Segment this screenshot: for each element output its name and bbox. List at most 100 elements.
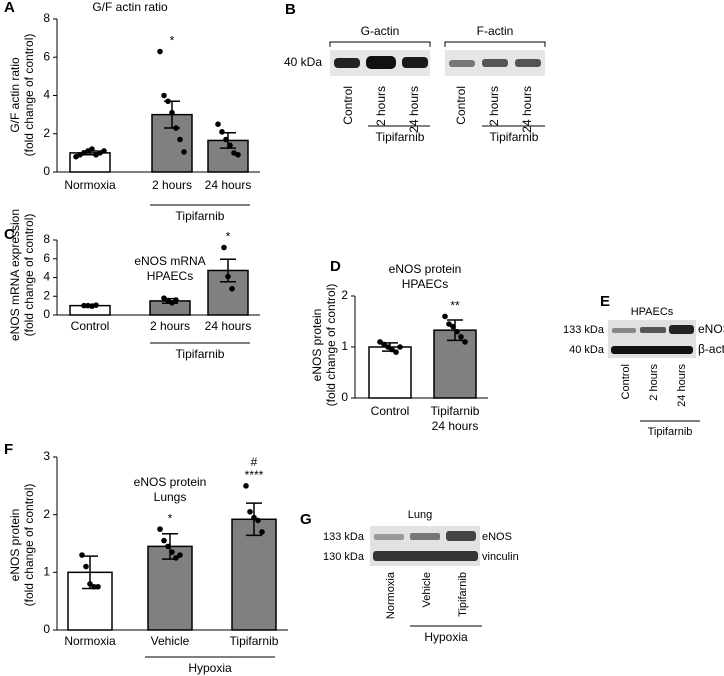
- data-point: [385, 344, 391, 350]
- data-point: [157, 48, 163, 55]
- band: [640, 327, 666, 333]
- y-axis-label: eNOS mRNA expression: [8, 209, 22, 341]
- significance: #: [251, 455, 258, 469]
- data-point: [79, 552, 85, 558]
- data-point: [235, 151, 241, 158]
- data-point: [251, 514, 257, 521]
- panel-letter: A: [4, 0, 15, 16]
- band: [373, 551, 478, 561]
- data-point: [173, 297, 179, 303]
- chart-title: HPAECs: [147, 269, 193, 283]
- band: [482, 59, 508, 67]
- lane-label: 24 hours: [407, 86, 421, 133]
- lane-label: 2 hours: [487, 86, 501, 126]
- y-tick-label: 8: [43, 232, 50, 246]
- data-point: [462, 339, 468, 345]
- panel-letter: E: [600, 293, 610, 310]
- panel-letter: G: [300, 511, 312, 528]
- chart-title: G/F actin ratio: [92, 0, 168, 14]
- protein-label: eNOS: [698, 322, 724, 336]
- lane-label: Control: [341, 86, 355, 125]
- chart-title: eNOS protein: [134, 475, 207, 489]
- bar: [147, 545, 193, 631]
- lane-label: Normoxia: [385, 571, 397, 619]
- x-tick-label: 24 hours: [205, 178, 252, 192]
- data-point: [177, 552, 183, 558]
- y-axis-label: (fold change of control): [324, 284, 338, 407]
- chart-title: eNOS mRNA: [134, 254, 205, 268]
- band: [611, 346, 693, 354]
- significance: *: [170, 34, 175, 48]
- panel-letter: F: [4, 441, 13, 458]
- panel-letter: C: [4, 226, 15, 243]
- data-point: [243, 483, 249, 489]
- data-point: [259, 529, 265, 535]
- data-point: [255, 517, 261, 524]
- chart-title: eNOS protein: [389, 262, 462, 276]
- band: [366, 56, 396, 69]
- band: [449, 60, 475, 67]
- panel-letter: D: [330, 258, 341, 275]
- y-tick-label: 0: [43, 307, 50, 321]
- data-point: [225, 273, 231, 280]
- y-tick-label: 4: [43, 270, 50, 284]
- group-label: Hypoxia: [424, 630, 468, 644]
- data-point: [181, 149, 187, 155]
- y-tick-label: 1: [341, 339, 348, 353]
- x-tick-label: 2 hours: [150, 319, 190, 333]
- data-point: [81, 302, 87, 309]
- y-tick-label: 6: [43, 49, 50, 63]
- data-point: [91, 583, 97, 590]
- data-point: [161, 537, 167, 544]
- significance: ****: [245, 468, 264, 482]
- y-tick-label: 4: [43, 88, 50, 102]
- y-tick-label: 3: [43, 449, 50, 463]
- y-tick-label: 6: [43, 251, 50, 265]
- y-axis-label: eNOS protein: [310, 309, 324, 382]
- y-axis-label: G/F actin ratio: [8, 57, 22, 133]
- group-label: Tipifarnib: [176, 347, 225, 361]
- x-tick-label: Tipifarnib: [230, 634, 279, 648]
- lane-label: Tipifarnib: [457, 572, 469, 617]
- data-point: [161, 92, 167, 99]
- lane-label: Vehicle: [421, 572, 433, 607]
- data-point: [165, 543, 171, 550]
- blot-header: G-actin: [361, 24, 400, 38]
- data-point: [169, 109, 175, 116]
- y-axis-label: eNOS protein: [8, 509, 22, 582]
- blot-title: HPAECs: [631, 306, 674, 318]
- y-axis-label: (fold change of control): [22, 34, 36, 157]
- data-point: [169, 300, 175, 306]
- y-tick-label: 2: [43, 126, 50, 140]
- data-point: [83, 563, 89, 570]
- x-tick-label: Normoxia: [64, 178, 116, 192]
- size-label: 133 kDa: [563, 324, 605, 336]
- data-point: [161, 295, 167, 301]
- lane-label: Control: [620, 364, 632, 399]
- data-point: [221, 244, 227, 251]
- size-label: 130 kDa: [323, 551, 365, 563]
- group-label: Hypoxia: [188, 661, 232, 675]
- band: [402, 57, 428, 68]
- y-tick-label: 1: [43, 565, 50, 579]
- bar: [368, 346, 412, 399]
- x-tick-label: Control: [71, 319, 110, 333]
- bar: [231, 518, 277, 631]
- y-tick-label: 2: [341, 288, 348, 302]
- lane-label: 2 hours: [374, 86, 388, 126]
- size-label: 40 kDa: [284, 55, 322, 69]
- data-point: [229, 285, 235, 292]
- chart-title: Lungs: [154, 490, 187, 504]
- data-point: [173, 555, 179, 561]
- data-point: [381, 341, 387, 348]
- data-point: [223, 136, 229, 143]
- data-point: [393, 349, 399, 355]
- data-point: [247, 508, 253, 515]
- y-tick-label: 8: [43, 11, 50, 25]
- data-point: [173, 125, 179, 131]
- data-point: [397, 344, 403, 350]
- data-point: [377, 339, 383, 345]
- data-point: [95, 583, 101, 590]
- band: [334, 58, 360, 68]
